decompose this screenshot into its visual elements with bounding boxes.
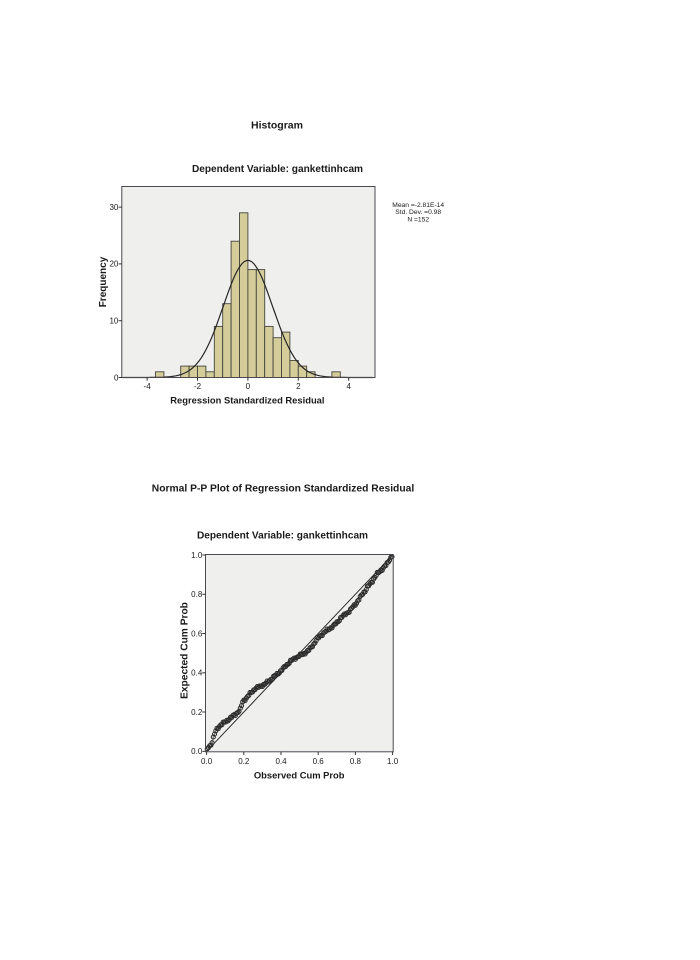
- svg-text:Regression Standardized Residu: Regression Standardized Residual: [170, 395, 324, 406]
- svg-text:0.2: 0.2: [238, 757, 250, 766]
- svg-text:Std. Dev. =0.98: Std. Dev. =0.98: [395, 209, 441, 216]
- svg-text:Mean =-2.81E-14: Mean =-2.81E-14: [392, 202, 444, 209]
- svg-text:30: 30: [109, 203, 118, 212]
- svg-text:0.6: 0.6: [313, 757, 325, 766]
- svg-text:2: 2: [296, 382, 301, 391]
- svg-text:1.0: 1.0: [387, 757, 399, 766]
- svg-text:10: 10: [109, 317, 118, 326]
- svg-text:Frequency: Frequency: [98, 256, 109, 307]
- svg-text:-4: -4: [144, 382, 152, 391]
- svg-text:Observed Cum Prob: Observed Cum Prob: [254, 769, 345, 780]
- svg-text:0.2: 0.2: [191, 708, 203, 717]
- svg-text:1.0: 1.0: [191, 551, 203, 560]
- svg-text:0: 0: [246, 382, 251, 391]
- svg-text:Dependent Variable: gankettinh: Dependent Variable: gankettinhcam: [197, 531, 368, 542]
- svg-text:0.6: 0.6: [191, 629, 203, 638]
- svg-text:0.4: 0.4: [191, 669, 203, 678]
- svg-text:0.0: 0.0: [191, 747, 203, 756]
- svg-text:-2: -2: [194, 382, 202, 391]
- svg-text:N =152: N =152: [407, 216, 429, 223]
- svg-text:0.8: 0.8: [350, 757, 362, 766]
- svg-text:Dependent Variable: gankettinh: Dependent Variable: gankettinhcam: [192, 164, 363, 175]
- svg-text:0: 0: [114, 373, 119, 382]
- svg-text:4: 4: [346, 382, 351, 391]
- svg-text:Histogram: Histogram: [251, 120, 303, 132]
- svg-text:0.4: 0.4: [275, 757, 287, 766]
- svg-text:Expected Cum Prob: Expected Cum Prob: [180, 602, 191, 699]
- svg-text:20: 20: [109, 260, 118, 269]
- svg-text:Normal P-P Plot of Regression: Normal P-P Plot of Regression Standardiz…: [152, 484, 415, 495]
- svg-text:0.8: 0.8: [191, 590, 203, 599]
- svg-text:0.0: 0.0: [201, 757, 213, 766]
